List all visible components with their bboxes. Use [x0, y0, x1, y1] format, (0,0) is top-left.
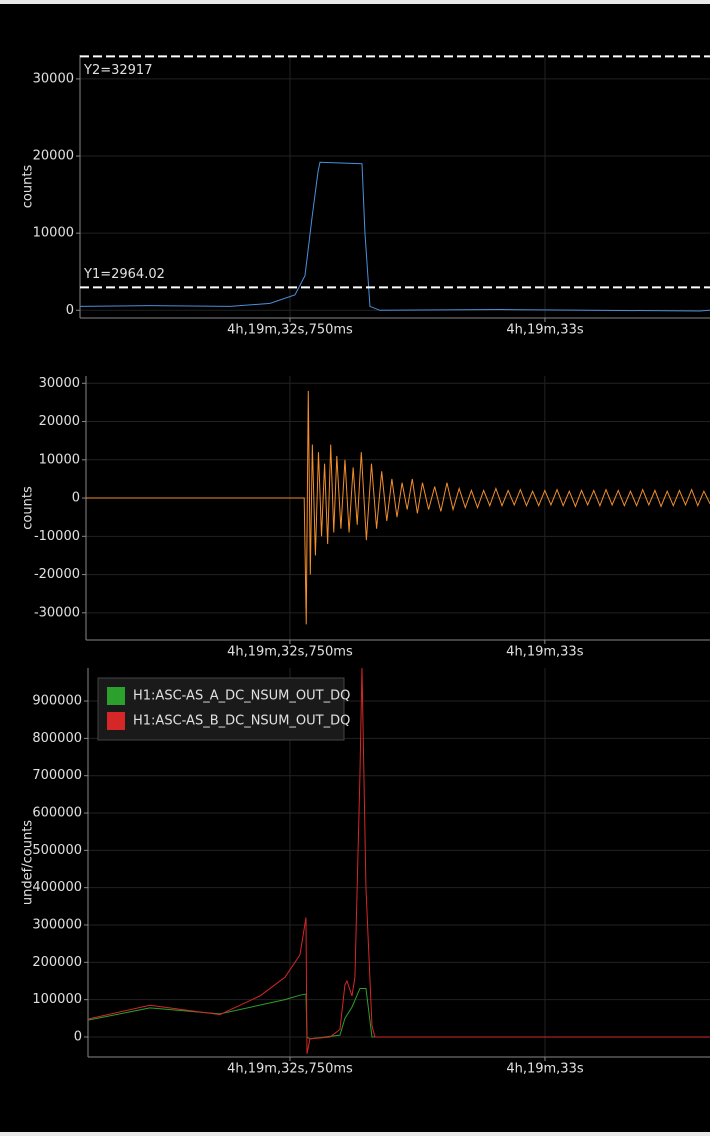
legend-label: H1:ASC-AS_A_DC_NSUM_OUT_DQ: [133, 689, 350, 704]
y-tick-label: 300000: [32, 918, 82, 933]
y-tick-label: -30000: [34, 605, 80, 620]
x-tick-label: 4h,19m,33s: [506, 323, 584, 338]
y-tick-label: 20000: [33, 149, 74, 164]
y-tick-label: 500000: [32, 843, 82, 858]
bottom-edge: [0, 1132, 710, 1136]
cursor-label: Y2=32917: [83, 63, 152, 78]
x-tick-label: 4h,19m,32s,750ms: [227, 1062, 353, 1077]
y-tick-label: 900000: [32, 694, 82, 709]
y-tick-label: 400000: [32, 880, 82, 895]
plot: [80, 161, 710, 312]
y-tick-label: 0: [72, 491, 80, 506]
y-tick-label: 0: [74, 1029, 82, 1044]
y-tick-label: 100000: [32, 992, 82, 1007]
y-tick-label: 0: [66, 303, 74, 318]
y-axis-label: undef/counts: [21, 820, 36, 905]
x-tick-label: 4h,19m,33s: [506, 1062, 584, 1077]
cursor-label: Y1=2964.02: [83, 267, 165, 282]
legend-swatch: [107, 687, 125, 705]
y-axis-label: counts: [21, 486, 36, 530]
series-line: [86, 390, 710, 625]
series-line: [80, 161, 710, 312]
y-tick-label: 700000: [32, 768, 82, 783]
y-tick-label: 10000: [33, 226, 74, 241]
y-tick-label: 20000: [39, 414, 80, 429]
y-tick-label: 800000: [32, 731, 82, 746]
y-tick-label: 600000: [32, 806, 82, 821]
x-tick-label: 4h,19m,32s,750ms: [227, 645, 353, 660]
legend-swatch: [107, 712, 125, 730]
y-tick-label: 200000: [32, 955, 82, 970]
plot: [86, 390, 710, 625]
y-axis-label: counts: [21, 165, 36, 209]
y-tick-label: 30000: [33, 71, 74, 86]
y-tick-label: 10000: [39, 452, 80, 467]
series-line: [88, 668, 710, 1054]
y-tick-label: -10000: [34, 529, 80, 544]
x-tick-label: 4h,19m,33s: [506, 645, 584, 660]
plot: [88, 668, 710, 1054]
legend-label: H1:ASC-AS_B_DC_NSUM_OUT_DQ: [133, 714, 350, 729]
top-edge: [0, 0, 710, 4]
x-tick-label: 4h,19m,32s,750ms: [227, 323, 353, 338]
y-tick-label: -20000: [34, 567, 80, 582]
y-tick-label: 30000: [39, 376, 80, 391]
legend-box: [97, 677, 345, 741]
